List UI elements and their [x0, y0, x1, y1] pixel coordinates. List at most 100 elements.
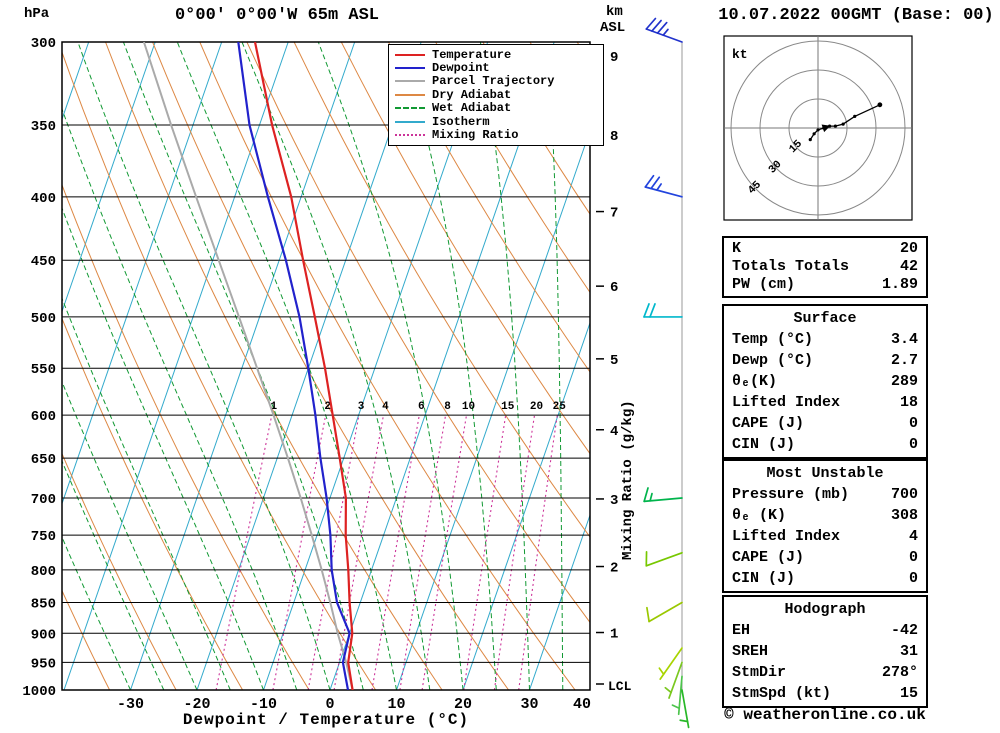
- table-row: SREH 31: [732, 641, 918, 662]
- copyright-footer: © weatheronline.co.uk: [724, 706, 926, 724]
- km-tick-label: 3: [610, 493, 618, 509]
- legend-item: Dewpoint: [395, 61, 597, 75]
- legend-line-sample: [395, 120, 425, 123]
- table-row-label: CAPE (J): [732, 549, 805, 566]
- km-axis-label: km: [606, 4, 623, 20]
- pressure-tick-label: 650: [31, 452, 56, 468]
- table-row-label: Temp (°C): [732, 331, 814, 348]
- temperature-curve: [253, 42, 354, 690]
- wind-barb: [645, 551, 683, 567]
- wind-barb-feather: [651, 19, 662, 32]
- wet-adiabat-line: [176, 42, 397, 690]
- table-row-value: 2.7: [890, 352, 918, 369]
- wind-barb-half-feather: [662, 28, 669, 37]
- hodograph-speed-ring: [788, 98, 848, 158]
- wind-barb-half-feather: [664, 686, 672, 694]
- station-title: 0°00' 0°00'W 65m ASL: [174, 6, 380, 25]
- legend-line-sample: [395, 93, 425, 96]
- x-tick-label: -10: [250, 696, 277, 713]
- table-row-label: SREH: [732, 643, 769, 660]
- table-row: Totals Totals 42: [732, 258, 918, 276]
- wind-barb: [664, 661, 683, 699]
- legend-line-sample: [395, 107, 425, 110]
- table-row-label: StmDir: [732, 664, 787, 681]
- hodograph-speed-ring: [759, 69, 877, 187]
- legend-item: Dry Adiabat: [395, 88, 597, 102]
- pressure-tick-label: 700: [31, 492, 56, 508]
- wet-adiabat-line: [62, 297, 231, 690]
- wind-barb-half-feather: [658, 667, 665, 676]
- hodograph-trace-point: [877, 102, 883, 108]
- dry-adiabat-line: [387, 42, 590, 373]
- x-tick-label: 30: [520, 696, 538, 713]
- mixing-ratio-value-label: 3: [358, 401, 365, 413]
- dry-adiabat-line: [435, 42, 590, 294]
- wet-adiabat-line: [62, 459, 165, 690]
- table-title: Hodograph: [784, 601, 866, 618]
- table-row: Temp (°C) 3.4: [732, 329, 918, 350]
- legend-line-sample: [395, 134, 425, 137]
- legend-item-label: Isotherm: [432, 114, 490, 129]
- mixing-ratio-value-label: 6: [418, 401, 425, 413]
- wind-barb: [643, 487, 683, 503]
- wind-barb: [679, 689, 690, 729]
- wind-barb-feather: [649, 303, 656, 318]
- asl-axis-label: ASL: [600, 20, 626, 36]
- table-row-value: 3.4: [890, 331, 918, 348]
- x-tick-label: -30: [117, 696, 144, 713]
- wind-barb: [658, 647, 683, 681]
- hodograph-unit-label: kt: [732, 47, 748, 62]
- pressure-tick-label: 800: [31, 564, 56, 580]
- legend: Temperature Dewpoint Parcel Trajectory Dry …: [388, 44, 604, 146]
- isotherm-line: [529, 513, 590, 690]
- table-row-value: 0: [908, 570, 918, 587]
- table-row-label: K: [732, 240, 742, 257]
- mixing-ratio-value-label: 25: [553, 401, 567, 413]
- pressure-tick-label: 1000: [22, 684, 56, 700]
- table-row-value: 42: [899, 258, 918, 275]
- wind-barb-feather: [643, 303, 650, 318]
- table-row-value: 15: [899, 685, 918, 702]
- mixing-ratio-value-label: 2: [324, 401, 331, 413]
- hodograph-trace-point: [833, 124, 838, 128]
- table-row-value: 308: [890, 507, 918, 524]
- table-row-value: 0: [908, 549, 918, 566]
- table-title: Most Unstable: [766, 465, 884, 482]
- lcl-label: LCL: [608, 679, 632, 694]
- table-row-label: Totals Totals: [732, 258, 850, 275]
- table-row-value: 0: [908, 415, 918, 432]
- table-row-label: CIN (J): [732, 570, 796, 587]
- wind-barb-staff: [645, 551, 683, 567]
- table-row-label: Lifted Index: [732, 528, 841, 545]
- isotherm-line: [62, 42, 156, 313]
- table-row-label: StmSpd (kt): [732, 685, 832, 702]
- legend-item: Temperature: [395, 47, 597, 62]
- legend-line-sample: [395, 67, 425, 70]
- sounding-curves: [142, 42, 354, 690]
- isotherm-line: [196, 42, 422, 690]
- table-row-value: 4: [908, 528, 918, 545]
- mixing-ratio-value-label: 8: [444, 401, 451, 413]
- legend-item: Wet Adiabat: [395, 101, 597, 115]
- dewpoint-curve: [237, 42, 351, 690]
- mixing-ratio-line: [371, 415, 420, 690]
- hodograph-storm-arrow: [821, 124, 831, 133]
- legend-item-label: Temperature: [432, 47, 512, 62]
- run-date-title: 10.07.2022 00GMT (Base: 00): [718, 6, 994, 25]
- table-row: StmSpd (kt) 15: [732, 683, 918, 704]
- hodograph-trace-point: [841, 122, 845, 126]
- table-row-value: 18: [899, 394, 918, 411]
- table-row: Dewp (°C) 2.7: [732, 350, 918, 371]
- legend-item: Parcel Trajectory: [395, 74, 597, 88]
- table-row: EH -42: [732, 620, 918, 641]
- index-table: K 20 Totals Totals 42 PW (cm) 1.89: [722, 236, 928, 298]
- pressure-tick-label: 300: [31, 36, 56, 52]
- table-row-label: EH: [732, 622, 751, 639]
- pressure-tick-label: 500: [31, 311, 56, 327]
- pressure-tick-label: 600: [31, 409, 56, 425]
- pressure-tick-label: 750: [31, 529, 56, 545]
- hodograph-speed-ring: [730, 40, 906, 216]
- wind-barb: [643, 303, 683, 318]
